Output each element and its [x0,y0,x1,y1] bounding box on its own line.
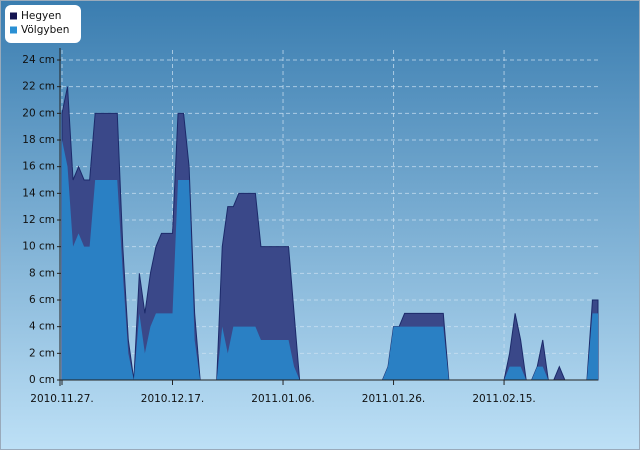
y-tick-label: 20 cm [22,107,55,119]
legend-swatch [10,26,17,34]
legend-label: Völgyben [21,24,69,36]
x-tick-label: 2011.01.26. [362,393,425,405]
x-tick-label: 2010.12.17. [141,393,204,405]
y-tick-label: 8 cm [29,267,55,279]
legend-box [5,5,81,43]
area [62,140,598,380]
legend-label: Hegyen [21,10,61,22]
y-tick-label: 12 cm [22,214,55,226]
y-tick-label: 2 cm [29,347,55,359]
y-tick-label: 10 cm [22,241,55,253]
y-tick-label: 6 cm [29,294,55,306]
y-tick-label: 16 cm [22,161,55,173]
y-tick-label: 14 cm [22,187,55,199]
y-tick-label: 0 cm [29,374,55,386]
y-tick-label: 4 cm [29,321,55,333]
y-tick-label: 24 cm [22,54,55,66]
x-tick-label: 2011.01.06. [251,393,314,405]
x-tick-label: 2010.11.27. [30,393,93,405]
y-tick-label: 18 cm [22,134,55,146]
y-tick-label: 22 cm [22,81,55,93]
legend-swatch [10,12,17,20]
x-tick-label: 2011.02.15. [472,393,535,405]
